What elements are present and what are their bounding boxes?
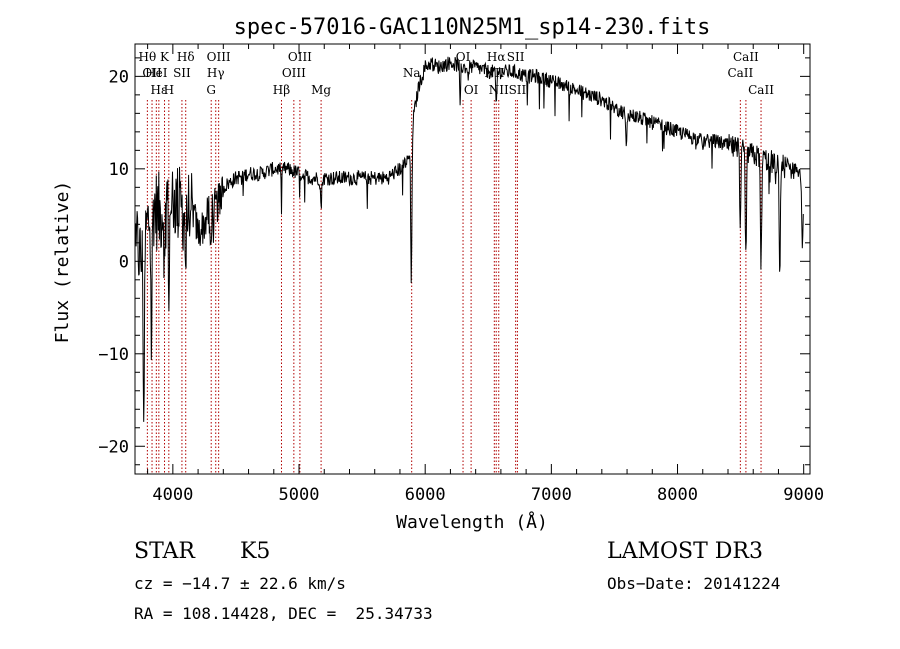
x-tick-label: 7000 bbox=[531, 485, 572, 505]
line-marker-label-20: NII bbox=[489, 83, 509, 97]
line-marker-label-8: Hγ bbox=[207, 66, 225, 80]
spectrum-series-line bbox=[135, 56, 804, 422]
plot-frame bbox=[134, 43, 811, 475]
x-tick-label: 9000 bbox=[783, 485, 824, 505]
spectrum-layer bbox=[135, 56, 804, 422]
line-marker-label-21: SII bbox=[507, 50, 525, 64]
survey-name: LAMOST DR3 bbox=[607, 539, 763, 564]
x-tick-label: 4000 bbox=[152, 485, 193, 505]
x-tick-label: 6000 bbox=[405, 485, 446, 505]
line-marker-label-7: Hδ bbox=[177, 50, 195, 64]
line-marker-label-3: HeI bbox=[145, 66, 168, 80]
y-tick-label: −10 bbox=[98, 345, 129, 365]
line-marker-label-2: Hε bbox=[151, 83, 168, 97]
line-marker-label-22: SII bbox=[509, 83, 527, 97]
x-axis-label: Wavelength (Å) bbox=[396, 511, 548, 533]
y-axis-label: Flux (relative) bbox=[52, 181, 73, 344]
x-tick-label: 5000 bbox=[279, 485, 320, 505]
line-marker-label-9: G bbox=[206, 83, 216, 97]
line-marker-label-12: OIII bbox=[282, 66, 306, 80]
object-subclass: K5 bbox=[240, 539, 271, 564]
line-marker-label-1: OII bbox=[142, 66, 162, 80]
y-tick-label: 20 bbox=[109, 67, 129, 87]
line-marker-label-24: CaII bbox=[733, 50, 759, 64]
line-marker-label-25: CaII bbox=[748, 83, 774, 97]
y-tick-label: 10 bbox=[109, 160, 129, 180]
chart-title: spec-57016-GAC110N25M1_sp14-230.fits bbox=[234, 15, 711, 40]
line-marker-label-5: H bbox=[164, 83, 174, 97]
line-marker-label-0: Hθ bbox=[139, 50, 157, 64]
line-marker-label-19: Hα bbox=[487, 50, 506, 64]
object-class: STAR bbox=[134, 539, 195, 564]
radec-text: RA = 108.14428, DEC = 25.34733 bbox=[134, 604, 433, 623]
line-marker-label-17: OI bbox=[464, 83, 479, 97]
line-marker-label-4: K bbox=[160, 50, 170, 64]
line-marker-label-14: Mg bbox=[311, 83, 331, 97]
line-marker-layer: Hθ OII Hε HeI K H SII Hδ Hγ G OIII Hβ OIII OIII Mg Na OI… bbox=[139, 50, 774, 474]
redshift-text: cz = −14.7 ± 22.6 km/s bbox=[134, 574, 346, 593]
y-tick-label: 0 bbox=[119, 252, 129, 272]
line-marker-label-6: SII bbox=[173, 66, 191, 80]
y-tick-label: −20 bbox=[98, 437, 129, 457]
line-marker-label-15: Na bbox=[403, 66, 421, 80]
line-marker-label-23: CaII bbox=[727, 66, 753, 80]
obs-date-text: Obs−Date: 20141224 bbox=[607, 574, 781, 593]
x-tick-label: 8000 bbox=[657, 485, 698, 505]
tick-layer: 4000 5000 6000 7000 8000 9000 −20 −10 0 10 20 bbox=[98, 44, 824, 505]
line-marker-label-10: OIII bbox=[207, 50, 231, 64]
line-marker-label-11: Hβ bbox=[273, 83, 290, 97]
line-marker-label-13: OIII bbox=[288, 50, 312, 64]
